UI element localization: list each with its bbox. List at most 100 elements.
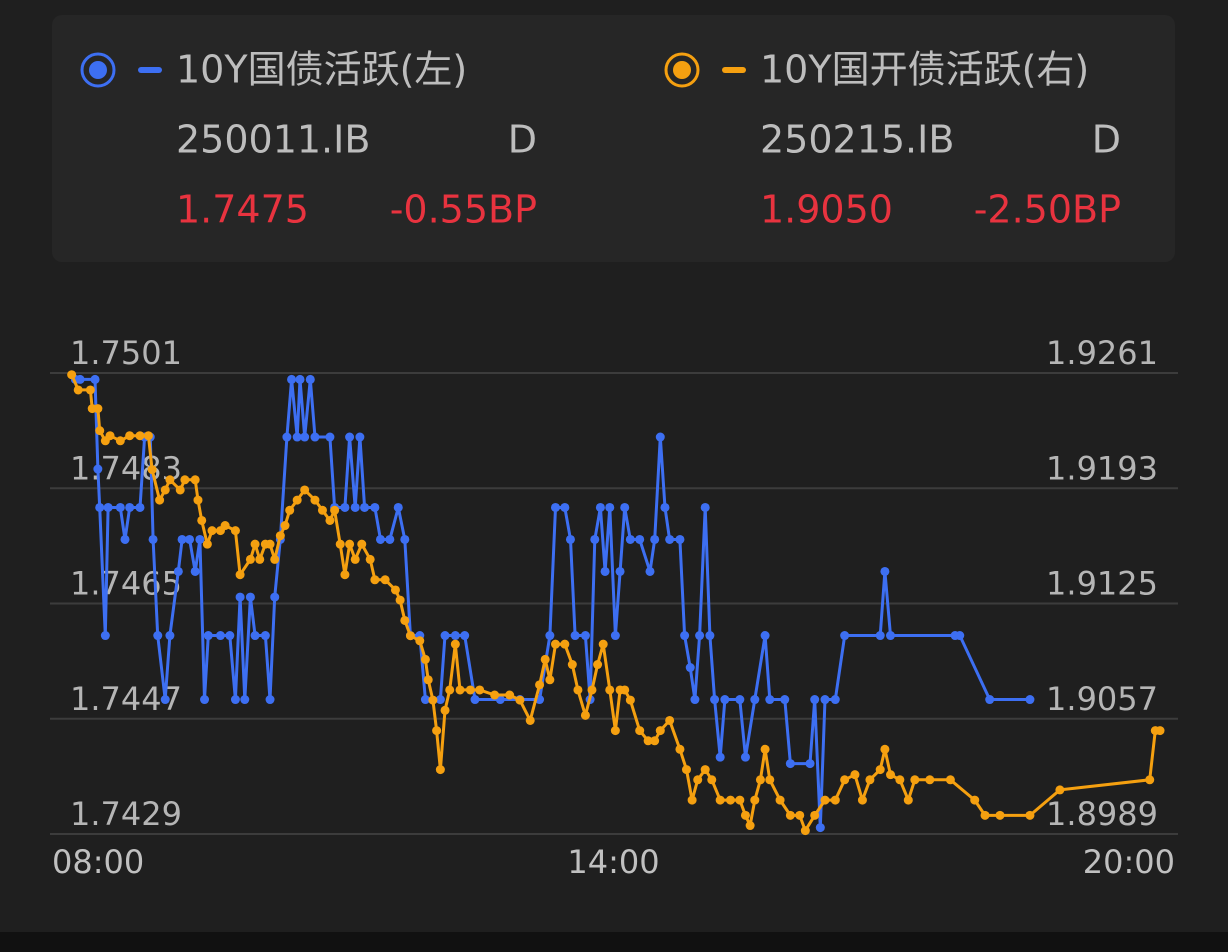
point [735,695,745,705]
point [650,534,660,544]
point [432,726,442,736]
point [440,631,450,641]
point [945,775,955,785]
point [400,615,410,625]
point [850,770,860,780]
point [550,639,560,649]
point [740,810,750,820]
point [840,775,850,785]
point [740,752,750,762]
point [605,685,615,695]
point [715,752,725,762]
point [750,795,760,805]
bottom-bar [0,932,1228,952]
point [775,795,785,805]
y-tick-label: 1.7429 [70,795,182,833]
point [593,660,603,670]
point [460,631,470,641]
point [700,502,710,512]
point [220,521,230,531]
legend: 10Y国债活跃(左) 250011.IB D 1.7475 -0.55BP 10Y国开债活… [80,48,1121,232]
point [95,502,105,512]
point [875,765,885,775]
point [185,534,195,544]
price: 1.9050 [760,188,893,232]
point [250,539,260,549]
point [235,570,245,580]
point [203,631,213,641]
point [260,631,270,641]
point [435,695,445,705]
point [235,592,245,602]
legend-dot [89,61,107,79]
point [875,631,885,641]
point [95,426,105,436]
point [865,775,875,785]
point [830,795,840,805]
point [550,502,560,512]
bond-code: 250215.IB [760,118,954,162]
point [310,495,320,505]
point [995,810,1005,820]
point [1025,810,1035,820]
point [810,810,820,820]
point [720,695,730,705]
point [970,795,980,805]
point [620,685,630,695]
point [880,744,890,754]
bond-code: 250011.IB [176,118,370,162]
point [292,432,302,442]
point [115,502,125,512]
point [685,663,695,673]
point [635,534,645,544]
point [680,631,690,641]
point [160,485,170,495]
point [690,695,700,705]
point [625,695,635,705]
point [580,631,590,641]
point [270,554,280,564]
point [390,585,400,595]
point [470,695,480,705]
point [135,502,145,512]
point [715,795,725,805]
y2-tick-label: 1.8989 [1046,795,1158,833]
point [375,534,385,544]
point [202,539,212,549]
point [325,515,335,525]
point [360,502,370,512]
point [365,554,375,564]
point [440,705,450,715]
point [275,531,285,541]
point [255,554,265,564]
point [300,485,310,495]
point [300,432,310,442]
point [655,726,665,736]
point [573,685,583,695]
point [675,534,685,544]
point [570,631,580,641]
point [598,639,608,649]
point [815,823,825,833]
point [795,810,805,820]
point [250,631,260,641]
point [745,821,755,831]
point [335,539,345,549]
point [135,431,145,441]
point [340,570,350,580]
point [193,495,203,505]
x-tick-label: 08:00 [52,843,144,881]
point [750,695,760,705]
point [93,404,103,414]
point [105,431,115,441]
point [1055,785,1065,795]
point [660,502,670,512]
point [195,534,205,544]
legend-name: 10Y国债活跃(左) [176,48,467,92]
point [400,534,410,544]
point [600,566,610,576]
point [143,431,153,441]
legend-ring [80,52,116,88]
point [282,432,292,442]
point [710,695,720,705]
